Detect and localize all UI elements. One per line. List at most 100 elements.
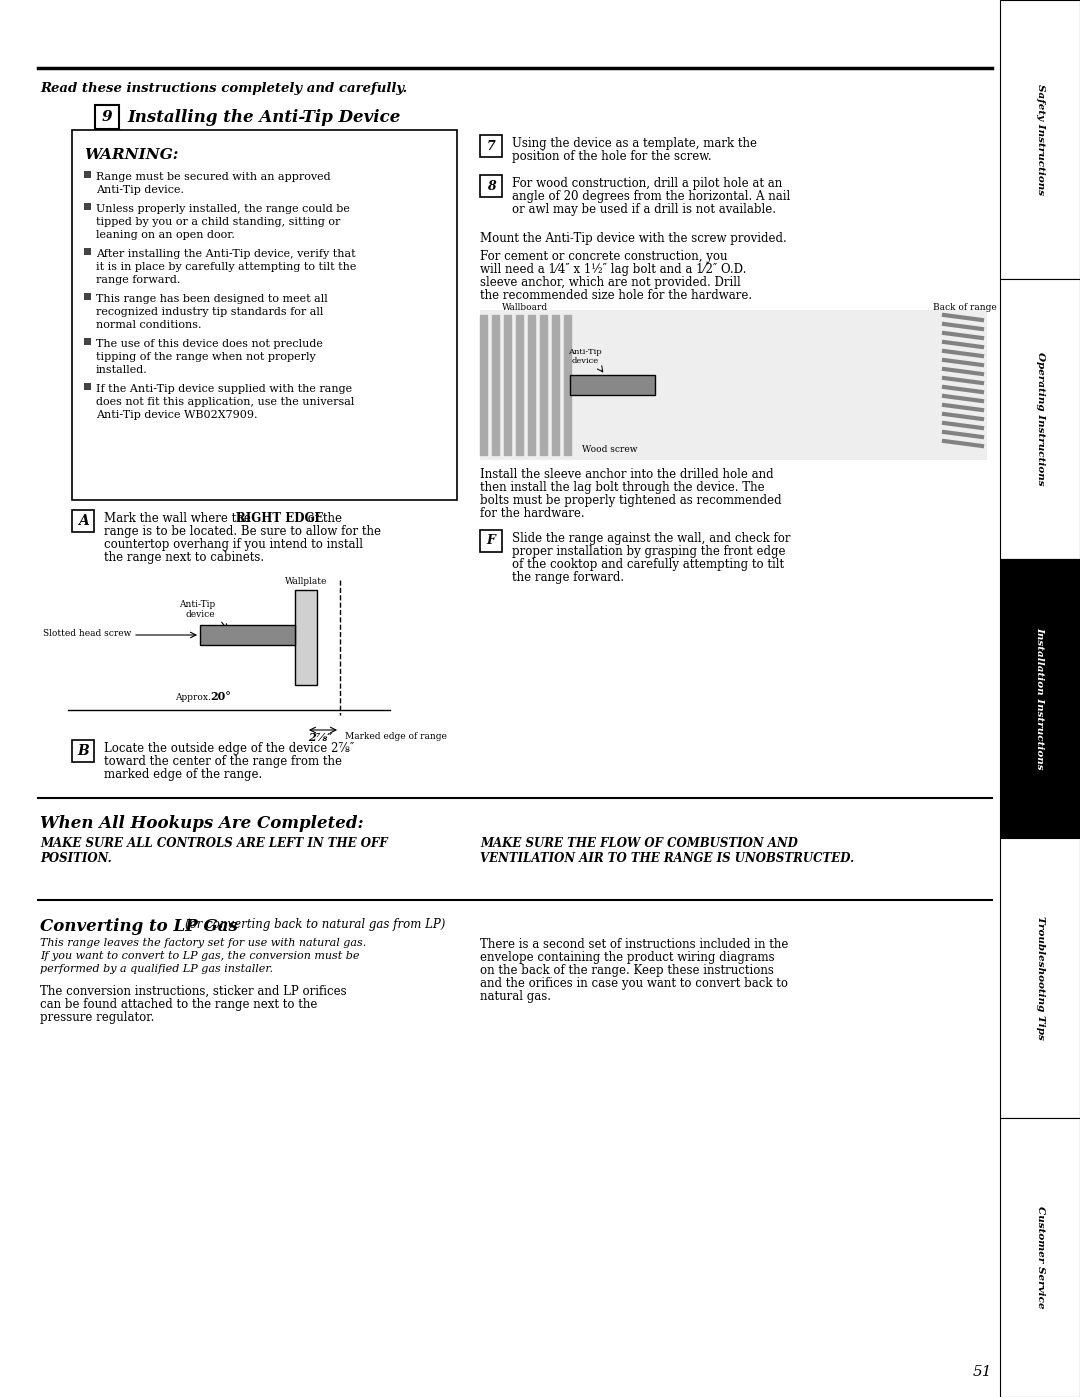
Text: performed by a qualified LP gas installer.: performed by a qualified LP gas installe… [40, 964, 273, 974]
Text: pressure regulator.: pressure regulator. [40, 1011, 154, 1024]
Bar [1000, 1118, 1080, 1397]
Bar [84, 383, 91, 390]
Bar [1000, 559, 1080, 838]
Text: Marked edge of range: Marked edge of range [345, 732, 447, 740]
Text: it is in place by carefully attempting to tilt the: it is in place by carefully attempting t… [96, 263, 356, 272]
Text: angle of 20 degrees from the horizontal. A nail: angle of 20 degrees from the horizontal.… [512, 190, 791, 203]
Text: A: A [78, 514, 89, 528]
Text: on the back of the range. Keep these instructions: on the back of the range. Keep these ins… [480, 964, 774, 977]
Text: (or converting back to natural gas from LP): (or converting back to natural gas from … [185, 918, 445, 930]
Bar [72, 130, 457, 500]
Text: Slotted head screw: Slotted head screw [43, 629, 132, 637]
Text: Mark the wall where the: Mark the wall where the [104, 511, 255, 525]
Text: Mount the Anti-Tip device with the screw provided.: Mount the Anti-Tip device with the screw… [480, 232, 786, 244]
Text: the recommended size hole for the hardware.: the recommended size hole for the hardwa… [480, 289, 752, 302]
Bar [95, 105, 119, 129]
Text: and the orifices in case you want to convert back to: and the orifices in case you want to con… [480, 977, 788, 990]
Text: range is to be located. Be sure to allow for the: range is to be located. Be sure to allow… [104, 525, 381, 538]
Text: for the hardware.: for the hardware. [480, 507, 584, 520]
Text: the range forward.: the range forward. [512, 571, 624, 584]
Text: Approx.: Approx. [175, 693, 211, 703]
Text: leaning on an open door.: leaning on an open door. [96, 231, 234, 240]
Text: Converting to LP Gas: Converting to LP Gas [40, 918, 238, 935]
Text: Customer Service: Customer Service [1036, 1206, 1044, 1309]
Text: For wood construction, drill a pilot hole at an: For wood construction, drill a pilot hol… [512, 177, 782, 190]
Bar [480, 175, 502, 197]
Bar [1000, 279, 1080, 559]
Text: then install the lag bolt through the device. The: then install the lag bolt through the de… [480, 481, 765, 495]
Bar [84, 338, 91, 345]
Bar [480, 136, 502, 156]
Bar [1000, 838, 1080, 1118]
Text: Safety Instructions: Safety Instructions [1036, 84, 1044, 196]
Text: Wood screw: Wood screw [582, 446, 638, 454]
Bar [1000, 0, 1080, 279]
Bar [84, 249, 91, 256]
Text: MAKE SURE THE FLOW OF COMBUSTION AND
VENTILATION AIR TO THE RANGE IS UNOBSTRUCTE: MAKE SURE THE FLOW OF COMBUSTION AND VEN… [480, 837, 854, 865]
Bar [200, 624, 295, 645]
Text: recognized industry tip standards for all: recognized industry tip standards for al… [96, 307, 323, 317]
Text: Operating Instructions: Operating Instructions [1036, 352, 1044, 486]
Text: Anti-Tip device.: Anti-Tip device. [96, 184, 184, 196]
Text: The use of this device does not preclude: The use of this device does not preclude [96, 339, 323, 349]
Text: sleeve anchor, which are not provided. Drill: sleeve anchor, which are not provided. D… [480, 277, 741, 289]
Text: After installing the Anti-Tip device, verify that: After installing the Anti-Tip device, ve… [96, 249, 355, 258]
Text: Anti-Tip
device: Anti-Tip device [568, 348, 602, 365]
Text: normal conditions.: normal conditions. [96, 320, 202, 330]
Text: B: B [77, 745, 89, 759]
Text: Locate the outside edge of the device 2⅞″: Locate the outside edge of the device 2⅞… [104, 742, 354, 754]
Text: will need a 1⁄4″ x 1½″ lag bolt and a 1⁄2″ O.D.: will need a 1⁄4″ x 1½″ lag bolt and a 1⁄… [480, 263, 746, 277]
Text: countertop overhang if you intend to install: countertop overhang if you intend to ins… [104, 538, 363, 550]
Text: Troubleshooting Tips: Troubleshooting Tips [1036, 916, 1044, 1039]
Text: RIGHT EDGE: RIGHT EDGE [237, 511, 324, 525]
Bar [295, 590, 318, 685]
Text: If you want to convert to LP gas, the conversion must be: If you want to convert to LP gas, the co… [40, 951, 360, 961]
Bar [84, 293, 91, 300]
Text: 9: 9 [102, 110, 112, 124]
Text: The conversion instructions, sticker and LP orifices: The conversion instructions, sticker and… [40, 985, 347, 997]
Text: marked edge of the range.: marked edge of the range. [104, 768, 262, 781]
Text: This range has been designed to meet all: This range has been designed to meet all [96, 293, 327, 305]
Text: This range leaves the factory set for use with natural gas.: This range leaves the factory set for us… [40, 937, 366, 949]
Text: For cement or concrete construction, you: For cement or concrete construction, you [480, 250, 728, 263]
Text: bolts must be properly tightened as recommended: bolts must be properly tightened as reco… [480, 495, 782, 507]
Text: Slide the range against the wall, and check for: Slide the range against the wall, and ch… [512, 532, 791, 545]
Text: position of the hole for the screw.: position of the hole for the screw. [512, 149, 712, 163]
Text: 8: 8 [487, 179, 496, 193]
Bar [84, 203, 91, 210]
Text: range forward.: range forward. [96, 275, 180, 285]
Text: of the cooktop and carefully attempting to tilt: of the cooktop and carefully attempting … [512, 557, 784, 571]
Text: Range must be secured with an approved: Range must be secured with an approved [96, 172, 330, 182]
Text: Installation Instructions: Installation Instructions [1036, 627, 1044, 770]
Text: If the Anti-Tip device supplied with the range: If the Anti-Tip device supplied with the… [96, 384, 352, 394]
Text: or awl may be used if a drill is not available.: or awl may be used if a drill is not ava… [512, 203, 777, 217]
Text: 2⅞″: 2⅞″ [308, 732, 333, 743]
Text: When All Hookups Are Completed:: When All Hookups Are Completed: [40, 814, 364, 833]
Text: toward the center of the range from the: toward the center of the range from the [104, 754, 342, 768]
Text: There is a second set of instructions included in the: There is a second set of instructions in… [480, 937, 788, 951]
Bar [480, 310, 987, 460]
Text: tipping of the range when not properly: tipping of the range when not properly [96, 352, 315, 362]
Text: 7: 7 [487, 140, 496, 152]
Text: the range next to cabinets.: the range next to cabinets. [104, 550, 265, 564]
Text: Installing the Anti-Tip Device: Installing the Anti-Tip Device [127, 109, 401, 126]
Text: Anti-Tip device WB02X7909.: Anti-Tip device WB02X7909. [96, 409, 257, 420]
Bar [72, 740, 94, 761]
Text: does not fit this application, use the universal: does not fit this application, use the u… [96, 397, 354, 407]
Text: natural gas.: natural gas. [480, 990, 551, 1003]
Text: installed.: installed. [96, 365, 148, 374]
Text: Wallplate: Wallplate [285, 577, 327, 585]
Text: Using the device as a template, mark the: Using the device as a template, mark the [512, 137, 757, 149]
Text: F: F [487, 535, 496, 548]
Text: 51: 51 [972, 1365, 993, 1379]
Text: WARNING:: WARNING: [84, 148, 178, 162]
Bar [84, 170, 91, 177]
Text: proper installation by grasping the front edge: proper installation by grasping the fron… [512, 545, 785, 557]
Text: Wallboard: Wallboard [502, 303, 548, 312]
Text: Anti-Tip
device: Anti-Tip device [179, 599, 215, 619]
Text: tipped by you or a child standing, sitting or: tipped by you or a child standing, sitti… [96, 217, 340, 226]
Text: 20°: 20° [210, 692, 231, 703]
Bar [480, 529, 502, 552]
Text: Read these instructions completely and carefully.: Read these instructions completely and c… [40, 82, 407, 95]
Text: Install the sleeve anchor into the drilled hole and: Install the sleeve anchor into the drill… [480, 468, 773, 481]
